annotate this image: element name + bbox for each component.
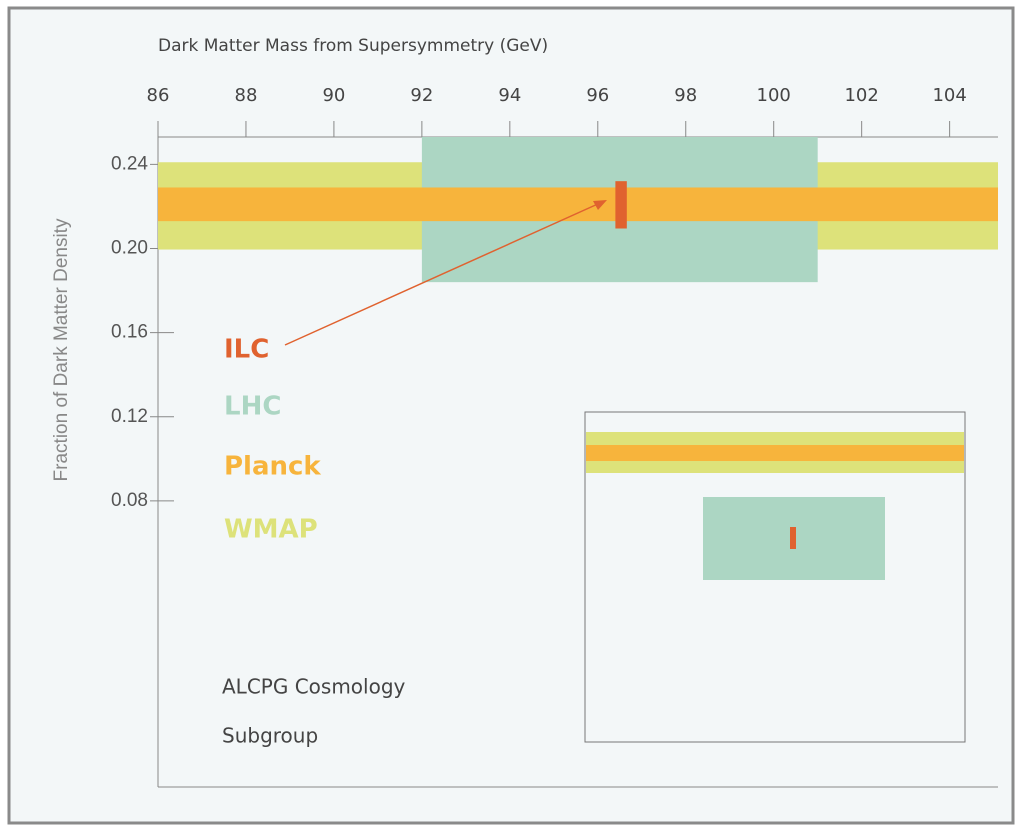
x-tick-label: 88 — [235, 85, 258, 106]
inset-planck — [586, 445, 964, 461]
arrow — [284, 202, 601, 346]
arrow-head — [593, 200, 607, 210]
x-tick-label: 102 — [844, 85, 878, 106]
inset-ilc — [790, 527, 796, 549]
x-tick-label: 98 — [674, 85, 697, 106]
y-tick-label: 0.20 — [111, 238, 148, 259]
annotation: ALCPG Cosmology — [222, 675, 406, 699]
y-axis-label: Fraction of Dark Matter Density — [51, 218, 72, 481]
x-axis-label: Dark Matter Mass from Supersymmetry (GeV… — [158, 36, 548, 56]
x-tick-label: 96 — [586, 85, 609, 106]
x-tick-label: 86 — [147, 85, 170, 106]
range-box — [615, 181, 627, 229]
plot — [150, 121, 998, 788]
y-tick-label: 0.08 — [111, 490, 148, 511]
legend-label: Planck — [224, 452, 321, 482]
y-tick-label: 0.24 — [111, 153, 148, 174]
range-box — [158, 187, 998, 222]
x-tick-label: 94 — [498, 85, 521, 106]
x-tick-label: 100 — [757, 85, 791, 106]
y-tick-label: 0.12 — [111, 406, 148, 427]
x-tick-label: 104 — [932, 85, 966, 106]
annotation: Subgroup — [222, 724, 318, 748]
inset — [584, 411, 966, 743]
x-tick-label: 90 — [322, 85, 345, 106]
x-tick-label: 92 — [410, 85, 433, 106]
legend-label: WMAP — [224, 515, 318, 545]
legend-label: LHC — [224, 392, 281, 422]
y-tick-label: 0.16 — [111, 322, 148, 343]
legend-label: ILC — [224, 335, 269, 365]
